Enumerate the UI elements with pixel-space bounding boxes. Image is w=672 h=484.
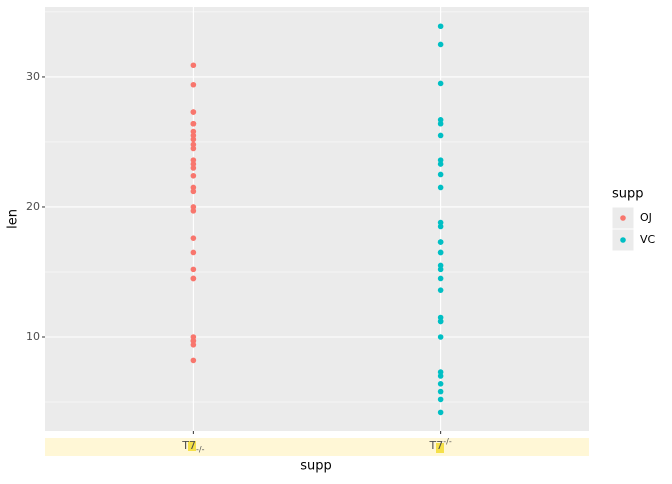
point bbox=[190, 136, 197, 143]
point bbox=[190, 208, 197, 214]
point bbox=[437, 249, 444, 256]
point bbox=[190, 141, 197, 148]
point bbox=[190, 165, 197, 171]
point bbox=[437, 275, 444, 282]
point bbox=[190, 132, 197, 139]
point bbox=[437, 157, 444, 163]
panel bbox=[45, 7, 589, 431]
point bbox=[190, 120, 197, 127]
x-tick-label-base: T7 bbox=[429, 439, 444, 452]
point bbox=[437, 161, 444, 167]
point bbox=[437, 369, 444, 375]
grid bbox=[45, 7, 589, 431]
point bbox=[190, 172, 197, 179]
point bbox=[190, 157, 197, 163]
point bbox=[437, 120, 444, 127]
x-axis-title: supp bbox=[300, 459, 332, 474]
y-tick-label: 20 bbox=[26, 200, 40, 213]
point bbox=[190, 188, 197, 195]
highlight-band bbox=[45, 438, 589, 456]
point bbox=[437, 373, 444, 379]
x-tick-label-sup: -/- bbox=[443, 437, 452, 446]
point bbox=[437, 184, 444, 191]
x-tick-label-base: T7 bbox=[181, 439, 196, 452]
point bbox=[437, 171, 444, 178]
point bbox=[437, 219, 444, 226]
point bbox=[437, 23, 444, 30]
point bbox=[437, 409, 444, 416]
legend-label: VC bbox=[640, 233, 656, 246]
point bbox=[437, 266, 444, 273]
point bbox=[190, 357, 197, 364]
point bbox=[190, 145, 197, 152]
point bbox=[190, 161, 197, 167]
x-tick-label-sub: -/- bbox=[196, 445, 205, 454]
legend-symbol bbox=[620, 237, 626, 243]
highlight-marker bbox=[188, 441, 196, 451]
point bbox=[190, 275, 197, 282]
point bbox=[190, 249, 197, 256]
point bbox=[190, 266, 197, 273]
y-axis-title: len bbox=[6, 209, 21, 229]
point bbox=[437, 239, 444, 245]
x-tick-label: T7-/- bbox=[429, 437, 452, 453]
point bbox=[437, 318, 444, 325]
point bbox=[190, 128, 197, 135]
y-tick-label: 10 bbox=[26, 330, 40, 343]
point bbox=[190, 62, 197, 69]
y-tick-label: 30 bbox=[26, 70, 40, 83]
legend-title: supp bbox=[612, 187, 644, 202]
point bbox=[190, 235, 197, 241]
point bbox=[190, 109, 197, 115]
point bbox=[437, 287, 444, 293]
point bbox=[437, 334, 444, 340]
point bbox=[437, 388, 444, 395]
x-tick-label: T7-/- bbox=[181, 439, 204, 454]
point bbox=[437, 262, 444, 269]
point bbox=[437, 223, 444, 230]
point bbox=[190, 81, 197, 88]
point bbox=[437, 314, 444, 321]
point bbox=[190, 341, 197, 348]
point bbox=[190, 334, 197, 340]
point bbox=[437, 381, 444, 387]
legend-symbol bbox=[620, 215, 626, 221]
point bbox=[190, 184, 197, 191]
point bbox=[437, 41, 444, 48]
point bbox=[437, 117, 444, 123]
point bbox=[437, 396, 444, 403]
legend-label: OJ bbox=[640, 211, 652, 224]
point bbox=[190, 204, 197, 210]
point bbox=[190, 338, 197, 344]
point bbox=[437, 132, 444, 139]
point bbox=[437, 80, 444, 87]
highlight-marker bbox=[436, 443, 444, 453]
